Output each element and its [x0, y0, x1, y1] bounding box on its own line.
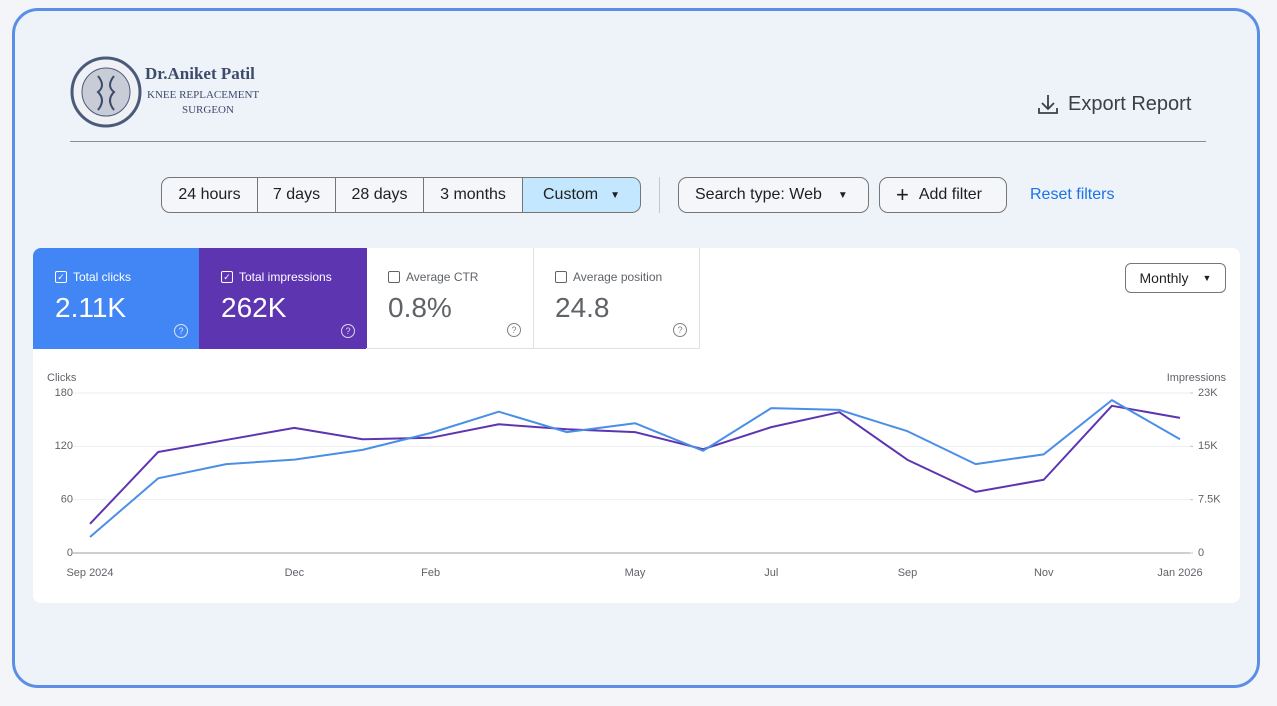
- range-label: Custom: [542, 186, 599, 203]
- metric-label: Average CTR: [406, 270, 479, 284]
- y-tick-label: 0: [67, 547, 73, 559]
- logo-name: Dr.Aniket Patil: [145, 64, 255, 83]
- y2-axis-title: Impressions: [1167, 372, 1227, 384]
- series-line: [89, 399, 1181, 538]
- caret: ▼: [837, 189, 848, 201]
- y2-tick-label: 7.5K: [1198, 494, 1221, 506]
- range-button[interactable]: 7 days: [257, 177, 336, 213]
- help-icon[interactable]: ?: [174, 324, 188, 338]
- search-type-dropdown[interactable]: Search type: Web ▼: [678, 177, 869, 213]
- checkbox[interactable]: [555, 271, 567, 283]
- x-tick-label: Sep 2024: [66, 567, 113, 579]
- y-axis-title: Clicks: [47, 372, 77, 384]
- help-icon[interactable]: ?: [507, 323, 521, 337]
- y-tick-label: 60: [61, 494, 73, 506]
- help-icon[interactable]: ?: [341, 324, 355, 338]
- range-button[interactable]: 3 months: [423, 177, 523, 213]
- range-button-selected[interactable]: Custom ▼: [522, 177, 641, 213]
- checkbox[interactable]: [388, 271, 400, 283]
- x-tick-label: Nov: [1034, 567, 1054, 579]
- add-filter-label: Add filter: [918, 186, 982, 203]
- divider: [70, 141, 1206, 142]
- add-filter-button[interactable]: + Add filter: [879, 177, 1007, 213]
- separator: [659, 177, 660, 213]
- search-type-label: Search type: Web: [695, 186, 822, 203]
- download-icon: [1038, 95, 1058, 114]
- metric-value: 262K: [221, 292, 287, 323]
- metric-label: Total impressions: [239, 270, 332, 284]
- export-button[interactable]: Export Report: [1036, 92, 1191, 116]
- export-label: Export Report: [1068, 92, 1192, 115]
- range-button[interactable]: 24 hours: [161, 177, 258, 213]
- metric-label: Total clicks: [73, 270, 132, 284]
- granularity-dropdown[interactable]: Monthly ▼: [1125, 263, 1226, 293]
- caret: ▼: [1202, 273, 1212, 283]
- x-tick-label: May: [625, 567, 646, 579]
- metric-value: 24.8: [555, 292, 610, 323]
- y-tick-label: 120: [55, 440, 73, 452]
- metric-card[interactable]: ✓ Total impressions 262K?: [199, 248, 367, 349]
- x-tick-label: Jan 2026: [1157, 567, 1202, 579]
- series-line: [89, 404, 1181, 525]
- checkbox[interactable]: ✓: [221, 271, 233, 283]
- granularity-label: Monthly: [1139, 270, 1189, 286]
- y-tick-label: 180: [55, 387, 73, 399]
- x-tick-label: Jul: [764, 567, 778, 579]
- metric-card[interactable]: Average CTR 0.8%?: [366, 248, 534, 349]
- checkbox[interactable]: ✓: [55, 271, 67, 283]
- metric-card[interactable]: Average position 24.8?: [533, 248, 700, 349]
- help-icon[interactable]: ?: [673, 323, 687, 337]
- metric-value: 2.11K: [55, 292, 127, 323]
- logo-badge: [70, 56, 142, 128]
- metric-value: 0.8%: [388, 292, 452, 323]
- metric-label: Average position: [573, 270, 663, 284]
- metric-card[interactable]: ✓ Total clicks 2.11K?: [33, 248, 200, 349]
- plus-icon: +: [896, 182, 909, 207]
- x-tick-label: Sep: [898, 567, 918, 579]
- y2-tick-label: 0: [1198, 547, 1204, 559]
- y2-tick-label: 15K: [1198, 440, 1218, 452]
- reset-link[interactable]: Reset filters: [1030, 186, 1115, 203]
- caret: ▼: [610, 189, 621, 201]
- y2-tick-label: 23K: [1198, 387, 1218, 399]
- logo-line: KNEE REPLACEMENT: [147, 89, 260, 101]
- logo-line: SURGEON: [182, 104, 234, 116]
- x-tick-label: Feb: [421, 567, 440, 579]
- x-tick-label: Dec: [285, 567, 305, 579]
